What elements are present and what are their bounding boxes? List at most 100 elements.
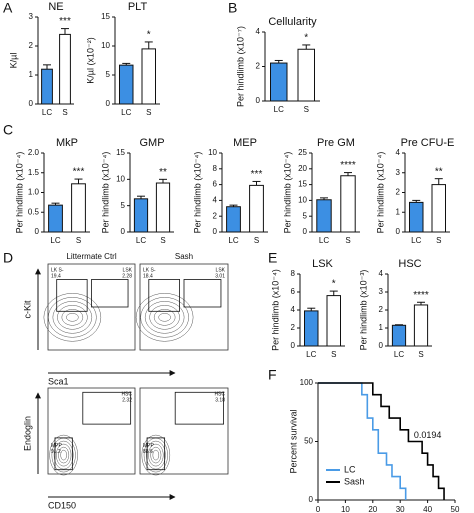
contour [53,440,74,470]
x-tick-label: 40 [423,505,432,513]
bar [226,206,241,233]
chart-title: Pre GM [317,137,355,149]
significance: **** [413,290,429,301]
significance: * [147,30,151,41]
significance: *** [73,167,85,178]
y-tick-label: 15 [116,148,125,157]
contour [153,309,176,326]
y-tick-label: 2.0 [28,148,40,157]
x-tick-label: 0 [316,505,321,513]
contour [141,434,171,476]
x-tick-label: 50 [451,505,460,513]
x-tick-label: 20 [368,505,377,513]
chart-title: Cellularity [268,16,317,28]
chart-title: NE [48,1,63,13]
column-title: Littermate Ctrl [66,252,116,261]
y-tick-label: 2 [29,41,34,50]
bar [297,48,315,102]
y-tick-label: 5 [303,211,308,220]
x-tick-label: S [436,236,441,245]
y-axis-label: Per hindlimb (x10⁻⁴) [192,152,202,234]
y-axis-label: Per hindlimb (x10⁻⁷) [235,26,245,107]
significance: **** [340,160,356,171]
contour [158,313,171,322]
bar [59,33,71,105]
contour [66,313,79,322]
y-tick-label: 2 [213,211,218,220]
y-tick-label: 10 [208,148,217,157]
chart-title: GMP [139,137,164,149]
x-tick-label: S [345,236,350,245]
gate-value: 88.6 [143,449,153,455]
contour [150,446,162,464]
x-tick-label: S [146,108,151,117]
gate-label: HSC [121,391,132,397]
gate [148,279,181,312]
gate-label: MPP [143,443,155,449]
significance: * [332,279,336,290]
significance: * [304,33,308,44]
panel-label: D [3,250,13,266]
contour [144,301,185,334]
y-tick-label: 8 [213,164,218,173]
gate-label: HSC [214,391,225,397]
panel-label: B [228,0,237,16]
y-tick-label: 0 [213,227,218,236]
gate-label: LK S- [51,267,64,273]
legend-label: Sash [344,476,365,486]
gate-label: MPP [51,443,63,449]
x-axis-label: Sca1 [48,376,69,386]
bar [431,184,446,233]
bar [340,175,356,233]
chart-title: Pre CFU-E [401,137,455,149]
x-tick-label: LC [274,105,284,114]
contour [56,443,72,467]
y-tick-label: 4 [291,305,296,314]
y-axis-label: Per hindlimb (x10⁻⁴) [100,152,110,234]
gate-label: LSK [123,267,133,273]
y-tick-label: 20 [298,164,307,173]
y-tick-label: 6 [213,180,218,189]
significance: *** [59,16,71,27]
y-tick-label: 2 [256,62,261,71]
gate [183,279,222,308]
y-tick-label: 1.5 [28,168,40,177]
y-axis-label: K/µl [8,53,18,69]
gate-value: 19.4 [51,273,61,279]
gate-value: 91.2 [51,449,61,455]
panel-label: C [3,122,13,138]
y-tick-label: 1 [29,70,34,79]
y-axis-label: Per hindlimb (x10⁻³) [358,270,368,351]
bar [141,48,156,105]
gate [174,391,224,425]
x-tick-label: LC [319,236,329,245]
gate-value: 3.01 [215,273,225,279]
y-tick-label: 4 [213,196,218,205]
x-tick-label: LC [306,350,316,359]
bar [71,183,86,233]
y-axis-label: Endoglin [22,416,32,451]
y-axis-label: K/µl (x10⁻²) [85,37,95,83]
y-axis-label: Per hindlimb (x10⁻⁴) [282,152,292,234]
x-tick-label: S [160,236,165,245]
gate-value: 2.28 [122,273,132,279]
contour [43,293,102,342]
contour [49,434,78,476]
contour [58,446,70,464]
gate-label: LK S- [143,267,156,273]
y-tick-label: 6 [291,287,296,296]
gate [146,437,166,471]
x-axis-label: CD150 [48,500,76,510]
x-tick-label: LC [136,236,146,245]
y-tick-label: 5 [121,201,126,210]
bar [304,310,319,347]
x-tick-label: S [62,108,67,117]
y-tick-label: 4 [396,148,401,157]
x-tick-label: LC [42,108,52,117]
bar [413,304,429,347]
chart-title: HSC [398,258,421,270]
x-tick-label: S [418,350,423,359]
y-tick-label: 0 [121,227,126,236]
bar [119,64,134,105]
